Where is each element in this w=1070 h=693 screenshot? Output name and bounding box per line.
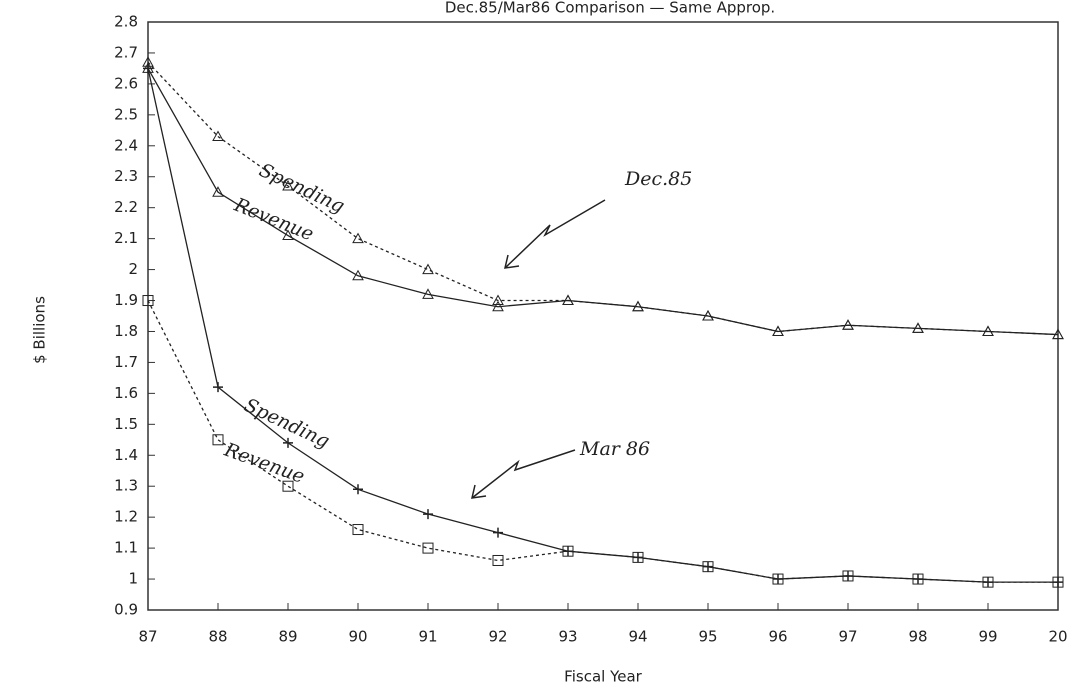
point <box>772 325 784 336</box>
point <box>842 319 854 330</box>
point <box>283 437 293 448</box>
point <box>352 524 364 536</box>
y-tick-label: 1.6 <box>114 384 138 402</box>
point <box>212 130 224 142</box>
y-tick-label: 0.9 <box>114 601 138 619</box>
x-tick-label: 96 <box>768 628 787 646</box>
series-line <box>147 300 1058 583</box>
point <box>842 570 854 582</box>
point <box>142 295 154 307</box>
y-axis-label: $ Billions <box>31 296 49 364</box>
point <box>492 554 504 566</box>
point <box>213 382 223 393</box>
x-tick-label: 91 <box>418 628 437 646</box>
y-tick-label: 2.1 <box>114 229 138 247</box>
point <box>282 480 294 492</box>
series-line <box>147 61 1059 336</box>
annotation: Dec.85 <box>624 168 692 190</box>
x-tick-label: 89 <box>278 628 297 646</box>
x-tick-label: 97 <box>838 628 857 646</box>
point <box>352 269 364 281</box>
point <box>632 300 644 312</box>
point <box>982 576 994 588</box>
x-tick-label: 98 <box>908 628 927 646</box>
y-tick-label: 2.5 <box>114 105 138 123</box>
point <box>352 232 364 244</box>
y-tick-label: 2.8 <box>114 13 138 31</box>
y-tick-label: 2.4 <box>114 136 138 154</box>
y-tick-label: 2.2 <box>114 198 138 216</box>
y-tick-label: 1.5 <box>114 415 138 433</box>
y-tick-label: 1 <box>128 570 138 588</box>
point <box>493 527 503 538</box>
y-tick-label: 1.4 <box>114 446 138 464</box>
y-tick-label: 1.1 <box>114 539 138 557</box>
y-tick-label: 1.3 <box>114 477 138 495</box>
x-tick-label: 99 <box>978 628 997 646</box>
x-tick-label: 90 <box>348 628 367 646</box>
x-tick-label: 93 <box>558 628 577 646</box>
series-line <box>147 68 1058 583</box>
point <box>562 545 574 557</box>
chart-title: Dec.85/Mar86 Comparison — Same Approp. <box>445 0 775 17</box>
annotation-arrow <box>471 449 576 499</box>
point <box>282 179 294 191</box>
point <box>492 300 504 312</box>
y-tick-label: 2.3 <box>114 167 138 185</box>
series-line <box>147 68 1059 336</box>
point <box>423 509 433 520</box>
point <box>212 186 224 197</box>
x-tick-label: 20 <box>1048 628 1067 646</box>
point <box>772 573 784 585</box>
y-tick-label: 1.8 <box>114 322 138 340</box>
point <box>1052 576 1064 588</box>
arrow-head <box>471 484 487 499</box>
x-tick-label: 92 <box>488 628 507 646</box>
point <box>632 551 644 563</box>
point <box>143 63 153 74</box>
y-tick-label: 1.7 <box>114 353 138 371</box>
point <box>982 325 994 336</box>
y-tick-label: 1.2 <box>114 508 138 526</box>
x-tick-label: 88 <box>208 628 227 646</box>
x-tick-label: 87 <box>138 628 157 646</box>
y-tick-label: 1.9 <box>114 291 138 309</box>
point <box>702 561 714 573</box>
point <box>282 229 294 241</box>
plot-frame <box>147 21 1059 611</box>
point <box>492 294 504 306</box>
point <box>1052 328 1064 340</box>
series-label: Spending <box>241 394 333 453</box>
x-axis-label: Fiscal Year <box>564 668 642 686</box>
y-tick-label: 2.6 <box>114 74 138 92</box>
point <box>702 309 714 321</box>
y-tick-label: 2 <box>128 260 138 278</box>
point <box>353 484 363 495</box>
annotation: Mar 86 <box>579 438 650 460</box>
x-tick-label: 94 <box>628 628 647 646</box>
point <box>562 294 574 306</box>
point <box>422 288 434 299</box>
x-tick-label: 95 <box>698 628 717 646</box>
y-tick-label: 2.7 <box>114 43 138 61</box>
point <box>912 322 924 333</box>
series-label: Revenue <box>221 438 308 487</box>
point <box>422 263 434 275</box>
arrow-head <box>504 254 520 269</box>
annotation-arrow <box>504 199 606 269</box>
point <box>422 542 434 554</box>
point <box>912 573 924 585</box>
point <box>212 434 224 446</box>
